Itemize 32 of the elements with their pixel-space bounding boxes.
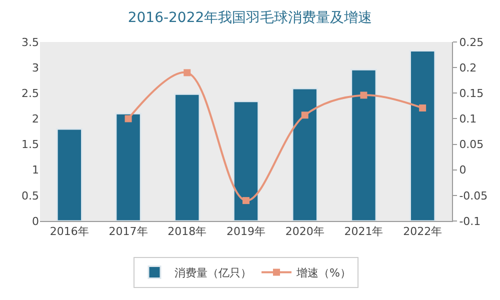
point [301,112,308,119]
y-tick-label: 0 [32,214,39,228]
point [242,197,250,204]
y2-tick-label: 0 [459,164,466,177]
y-tick-label: 0.5 [22,189,39,202]
y2-tick-label: 0.1 [459,112,477,126]
legend-label: 增速（%） [296,266,351,280]
chart-title: 2016-2022年我国羽毛球消费量及增速 [128,10,372,26]
y-tick-label: 1 [32,164,39,177]
y-tick-label: 3 [32,61,39,74]
x-tick-label: 2021年 [344,225,384,238]
x-tick-label: 2018年 [168,225,207,238]
point [360,92,368,99]
y2-tick-label: 0.15 [459,86,484,100]
point [419,104,426,112]
y-tick-label: 3.5 [22,36,39,49]
point [124,115,132,122]
legend-label: 消费量（亿只） [174,266,252,280]
x-tick-label: 2022年 [403,225,442,238]
x-tick-label: 2019年 [226,225,266,238]
x-tick-label: 2017年 [108,225,148,238]
y2-tick-label: -0.1 [459,214,481,228]
y-tick-label: 1.5 [22,138,39,152]
y2-tick-label: 0.25 [459,36,484,49]
y2-tick-label: -0.05 [459,189,488,202]
y-tick-label: 2.5 [22,86,39,100]
x-tick-label: 2020年 [285,225,324,238]
y-tick-label: 2 [32,112,39,126]
x-tick-label: 2016年 [50,225,89,238]
y2-tick-label: 0.05 [459,138,484,152]
point [184,69,191,76]
y2-tick-label: 0.2 [459,61,477,74]
